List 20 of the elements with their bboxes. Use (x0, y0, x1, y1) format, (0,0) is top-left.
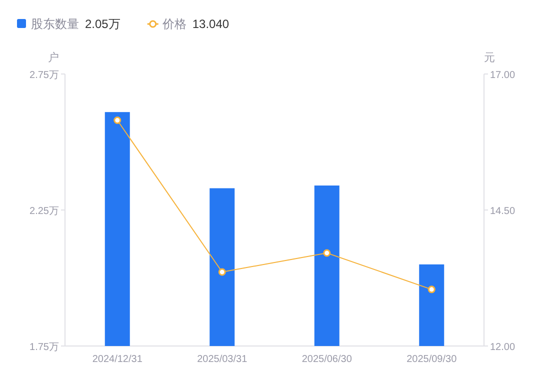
text: 2.05万 (85, 17, 120, 31)
x-tick-label: 2024/12/31 (92, 354, 143, 365)
legend-label: 股东数量 (31, 17, 79, 31)
y2-tick-label: 14.50 (490, 206, 516, 217)
legend-label: 价格 (161, 17, 186, 31)
y2-tick-label: 12.00 (490, 342, 516, 353)
y-axis-title: 户 (48, 51, 59, 64)
point (114, 116, 122, 124)
y-tick-label: 2.75万 (30, 70, 59, 81)
text: 13.040 (192, 17, 230, 31)
x-tick-label: 2025/03/31 (197, 354, 248, 365)
y-tick-label: 2.25万 (30, 206, 59, 217)
point (323, 249, 331, 257)
y2-tick-label: 17.00 (490, 70, 516, 81)
x-tick-label: 2025/09/30 (406, 354, 458, 365)
x-tick-label: 2025/06/30 (302, 354, 352, 365)
point (218, 268, 226, 276)
y-tick-label: 1.75万 (30, 342, 59, 353)
point (428, 286, 436, 294)
y2-axis-title: 元 (484, 52, 495, 64)
